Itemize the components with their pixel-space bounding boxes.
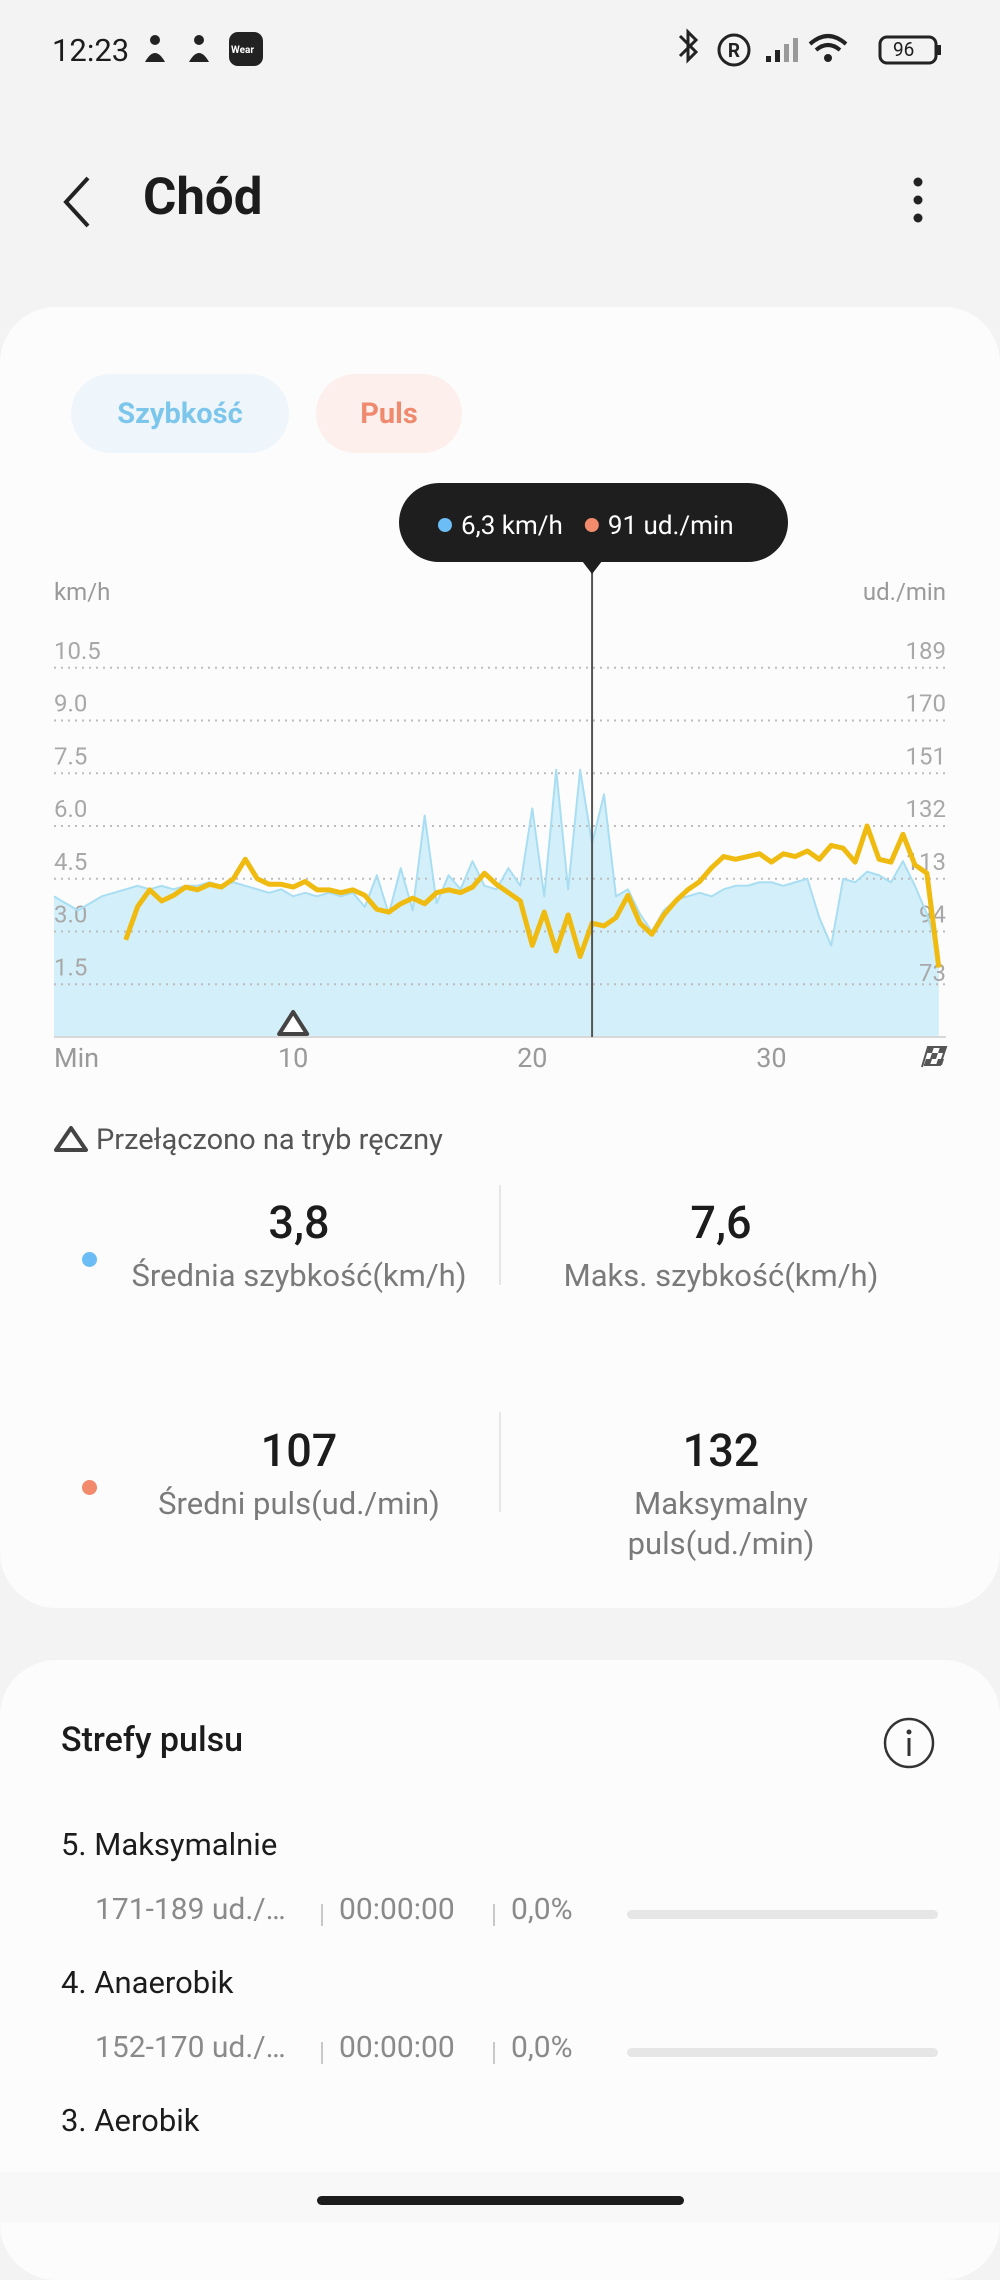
screen: 12:23 Wear R 96 Chód Szybkość Puls km/h u… xyxy=(52,28,948,2205)
finish-flag xyxy=(921,1046,948,1068)
x-tick-label: 10 xyxy=(278,1042,308,1074)
more-menu[interactable] xyxy=(908,176,928,224)
stat-dot xyxy=(82,1480,97,1495)
y-tick-label: 9.0 xyxy=(54,690,87,718)
separator xyxy=(493,2042,495,2064)
separator xyxy=(321,2042,323,2064)
y2-tick-label: 132 xyxy=(906,795,946,823)
y-axis-label: km/h xyxy=(54,578,110,606)
y-tick-label: 4.5 xyxy=(54,848,87,876)
stat-label: Średnia szybkość(km/h) xyxy=(131,1257,467,1294)
stat-value: 3,8 xyxy=(268,1196,330,1249)
tooltip-dot xyxy=(584,518,599,532)
home-indicator[interactable] xyxy=(317,2196,684,2205)
legend-triangle xyxy=(54,1126,88,1152)
speed-line xyxy=(53,768,940,953)
zone-bar-track xyxy=(627,1910,938,1919)
divider xyxy=(499,1412,501,1512)
zone-name: 5. Maksymalnie xyxy=(61,1826,278,1863)
chart: km/h ud./min1.53.04.56.07.59.010.57394113… xyxy=(53,483,948,1157)
zones-title: Strefy pulsu xyxy=(61,1720,244,1760)
stat-label: Maksymalny puls(ud./min) xyxy=(627,1485,815,1562)
zone-name: 3. Aerobik xyxy=(61,2102,200,2139)
separator xyxy=(493,1904,495,1926)
y-tick-label: 10.5 xyxy=(54,637,101,665)
y2-tick-label: 170 xyxy=(906,690,946,718)
y2-tick-label: 73 xyxy=(919,959,946,987)
tooltip-dot xyxy=(438,518,452,532)
zone-name: 4. Anaerobik xyxy=(61,1964,234,2001)
tooltip-pointer xyxy=(582,561,603,574)
stat-dot xyxy=(82,1252,97,1267)
page-title: Chód xyxy=(143,168,263,227)
y2-axis-label: ud./min xyxy=(863,578,946,606)
y-tick-label: 1.5 xyxy=(54,953,87,981)
pulse-tab[interactable]: Puls xyxy=(316,374,462,453)
battery-level: 96 xyxy=(893,38,915,61)
stat-value: 107 xyxy=(260,1424,338,1477)
zone-bar-track xyxy=(627,2048,938,2057)
y2-tick-label: 151 xyxy=(906,742,946,770)
speed-area xyxy=(54,769,939,1037)
zone-range: 152-170 ud./… xyxy=(95,2030,286,2065)
stat-label: Maks. szybkość(km/h) xyxy=(563,1257,879,1294)
wear-badge: Wear xyxy=(231,45,255,56)
flag-check xyxy=(924,1047,946,1065)
back-button[interactable] xyxy=(58,172,98,232)
clock: 12:23 xyxy=(52,32,130,69)
zone-time: 00:00:00 xyxy=(339,1892,455,1927)
separator xyxy=(321,1904,323,1926)
manual-mode-marker xyxy=(277,1010,310,1036)
tooltip-text: 6,3 km/h xyxy=(461,511,563,541)
y-tick-label: 3.0 xyxy=(54,901,87,929)
zone-range: 171-189 ud./… xyxy=(95,1892,286,1927)
stat-label: Średni puls(ud./min) xyxy=(158,1485,440,1522)
pulse-line xyxy=(123,823,942,968)
stat-value: 7,6 xyxy=(690,1196,752,1249)
zone-time: 00:00:00 xyxy=(339,2030,455,2065)
status-icons xyxy=(145,32,263,66)
x-tick-label: Min xyxy=(54,1042,99,1074)
zone-percent: 0,0% xyxy=(511,1892,573,1927)
annotation-label: Przełączono na tryb ręczny xyxy=(96,1123,443,1157)
divider xyxy=(499,1185,501,1285)
system-icons: R xyxy=(678,28,941,67)
info-button[interactable] xyxy=(882,1716,936,1770)
x-tick-label: 30 xyxy=(756,1042,786,1074)
speed-tab[interactable]: Szybkość xyxy=(71,374,289,453)
zone-percent: 0,0% xyxy=(511,2030,573,2065)
y-tick-label: 7.5 xyxy=(54,742,87,770)
tooltip-text: 91 ud./min xyxy=(608,511,734,541)
x-tick-label: 20 xyxy=(517,1042,547,1074)
stat-value: 132 xyxy=(682,1424,760,1477)
y-tick-label: 6.0 xyxy=(54,795,87,823)
y2-tick-label: 189 xyxy=(906,637,946,665)
svg-text:R: R xyxy=(728,39,740,62)
